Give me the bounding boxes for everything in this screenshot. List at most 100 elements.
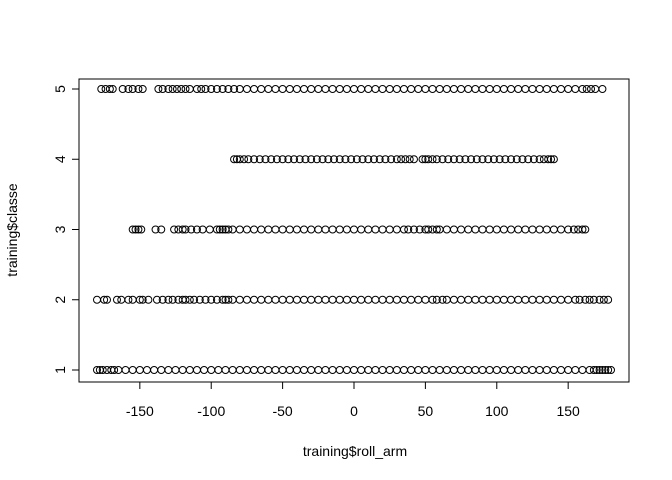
data-point xyxy=(589,366,598,374)
data-point xyxy=(542,366,551,374)
data-point xyxy=(438,155,447,164)
data-point xyxy=(601,366,610,374)
data-point xyxy=(364,225,373,234)
series-3 xyxy=(128,225,590,234)
data-point xyxy=(168,85,177,93)
data-point xyxy=(314,366,323,374)
data-point xyxy=(328,295,337,304)
data-point xyxy=(242,225,251,234)
data-point xyxy=(264,225,273,234)
data-point xyxy=(535,295,544,304)
data-point xyxy=(102,295,111,304)
data-point xyxy=(138,85,147,93)
data-point xyxy=(598,366,607,374)
data-point xyxy=(131,225,140,234)
data-point xyxy=(424,155,433,164)
data-point xyxy=(307,366,316,374)
data-point xyxy=(278,225,287,234)
data-point xyxy=(549,155,558,164)
data-point xyxy=(272,155,281,164)
data-point xyxy=(271,85,280,93)
data-point xyxy=(399,85,408,93)
data-point xyxy=(371,295,380,304)
series-4 xyxy=(230,155,558,164)
data-point xyxy=(341,155,350,164)
data-point xyxy=(442,85,451,93)
data-point xyxy=(218,225,227,234)
data-point xyxy=(492,85,501,93)
data-point xyxy=(392,155,401,164)
data-point xyxy=(192,85,201,93)
data-point xyxy=(292,366,301,374)
data-point xyxy=(328,366,337,374)
data-point xyxy=(170,225,179,234)
x-tick-label: 150 xyxy=(556,403,580,419)
data-point xyxy=(415,225,424,234)
data-point xyxy=(369,155,378,164)
data-point xyxy=(371,366,380,374)
data-point xyxy=(467,155,476,164)
data-point xyxy=(514,85,523,93)
data-point xyxy=(364,295,373,304)
data-point xyxy=(578,225,587,234)
data-point xyxy=(235,225,244,234)
data-point xyxy=(385,225,394,234)
data-point xyxy=(485,366,494,374)
data-point xyxy=(178,225,187,234)
data-point xyxy=(271,366,280,374)
data-point xyxy=(321,295,330,304)
data-point xyxy=(435,366,444,374)
data-point xyxy=(124,85,133,93)
data-point xyxy=(424,225,433,234)
data-point xyxy=(328,85,337,93)
x-tick-label: -150 xyxy=(126,403,154,419)
data-point xyxy=(418,155,427,164)
data-point xyxy=(242,295,251,304)
data-point xyxy=(524,155,533,164)
data-point xyxy=(321,225,330,234)
data-point xyxy=(407,295,416,304)
data-point xyxy=(215,225,224,234)
data-point xyxy=(342,366,351,374)
data-point xyxy=(512,155,521,164)
data-point xyxy=(250,295,259,304)
data-point xyxy=(118,85,127,93)
data-point xyxy=(152,295,161,304)
data-point xyxy=(352,155,361,164)
data-point xyxy=(114,366,123,374)
data-point xyxy=(134,85,143,93)
data-point xyxy=(290,155,299,164)
data-point xyxy=(432,155,441,164)
data-point xyxy=(378,225,387,234)
data-point xyxy=(364,366,373,374)
data-point xyxy=(464,366,473,374)
data-point xyxy=(150,366,159,374)
data-point xyxy=(314,85,323,93)
data-point xyxy=(100,295,109,304)
data-point xyxy=(485,85,494,93)
data-point xyxy=(250,366,259,374)
data-point xyxy=(128,295,137,304)
series-5 xyxy=(97,85,607,93)
data-point xyxy=(330,155,339,164)
data-point xyxy=(604,366,613,374)
data-point xyxy=(484,155,493,164)
data-point xyxy=(392,295,401,304)
data-point xyxy=(564,295,573,304)
data-point xyxy=(158,85,167,93)
data-point xyxy=(471,225,480,234)
data-point xyxy=(478,85,487,93)
data-point xyxy=(514,225,523,234)
data-point xyxy=(207,295,216,304)
data-point xyxy=(177,85,186,93)
data-point xyxy=(401,155,410,164)
data-point xyxy=(581,295,590,304)
data-point xyxy=(157,225,166,234)
data-point xyxy=(499,85,508,93)
data-point xyxy=(499,295,508,304)
y-tick-label: 2 xyxy=(52,296,68,304)
data-point xyxy=(200,366,209,374)
data-point xyxy=(385,295,394,304)
data-point xyxy=(414,366,423,374)
data-point xyxy=(300,85,309,93)
